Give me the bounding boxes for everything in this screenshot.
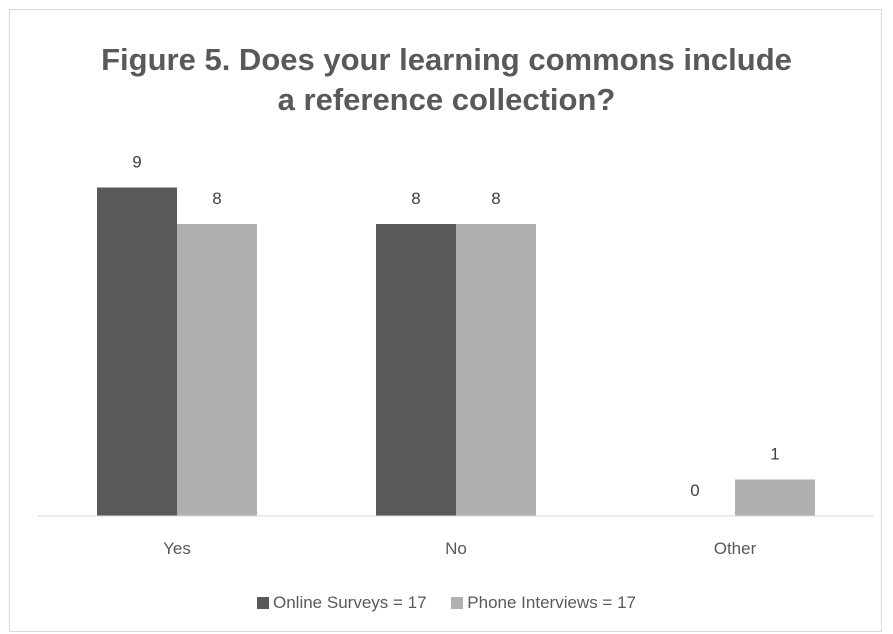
legend-swatch-online-surveys	[257, 597, 269, 609]
bar-yes-phone-interviews	[177, 224, 257, 516]
chart-title-line-1: Figure 5. Does your learning commons inc…	[101, 42, 792, 77]
data-label-yes-online-surveys: 9	[132, 153, 141, 172]
x-tick-label-other: Other	[714, 539, 757, 558]
legend-item-online-surveys: Online Surveys = 17	[257, 592, 427, 614]
chart-title-line-2: a reference collection?	[277, 82, 616, 117]
data-label-no-online-surveys: 8	[411, 189, 420, 208]
data-label-other-online-surveys: 0	[690, 481, 699, 500]
legend: Online Surveys = 17 Phone Interviews = 1…	[0, 592, 893, 614]
legend-label-phone-interviews: Phone Interviews = 17	[467, 593, 636, 612]
x-tick-label-no: No	[445, 539, 467, 558]
bars-group	[97, 187, 815, 516]
data-label-other-phone-interviews: 1	[770, 445, 779, 464]
data-label-yes-phone-interviews: 8	[212, 189, 221, 208]
legend-item-phone-interviews: Phone Interviews = 17	[451, 592, 636, 614]
bar-no-phone-interviews	[456, 224, 536, 516]
bar-other-phone-interviews	[735, 479, 815, 516]
legend-swatch-phone-interviews	[451, 597, 464, 609]
x-axis-tick-labels: Yes No Other	[163, 539, 756, 558]
bar-no-online-surveys	[376, 224, 456, 516]
bar-yes-online-surveys	[97, 187, 177, 516]
legend-label-online-surveys: Online Surveys = 17	[273, 593, 427, 612]
x-tick-label-yes: Yes	[163, 539, 191, 558]
data-labels-group: 9 8 8 8 0 1	[132, 153, 779, 501]
data-label-no-phone-interviews: 8	[491, 189, 500, 208]
chart-title: Figure 5. Does your learning commons inc…	[0, 40, 893, 120]
